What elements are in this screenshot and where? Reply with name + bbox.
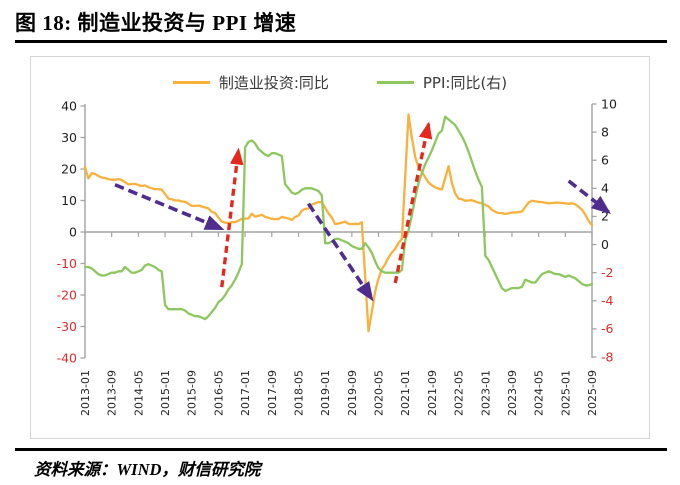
chart-panel <box>30 56 650 439</box>
title-rule <box>15 40 667 43</box>
legend-line-sample-ppi <box>376 81 414 84</box>
bottom-rule <box>15 448 667 451</box>
legend-label-ppi: PPI:同比(右) <box>422 74 508 92</box>
source-note: 资料来源：WIND，财信研究院 <box>34 460 261 479</box>
legend-label-manufacturing: 制造业投资:同比 <box>218 74 329 92</box>
legend-item-ppi: PPI:同比(右) <box>376 72 508 93</box>
legend-line-sample-manufacturing <box>172 81 210 84</box>
legend-item-manufacturing: 制造业投资:同比 <box>172 72 329 93</box>
chart-legend: 制造业投资:同比 PPI:同比(右) <box>0 72 680 93</box>
figure-title: 图 18: 制造业投资与 PPI 增速 <box>15 11 297 35</box>
